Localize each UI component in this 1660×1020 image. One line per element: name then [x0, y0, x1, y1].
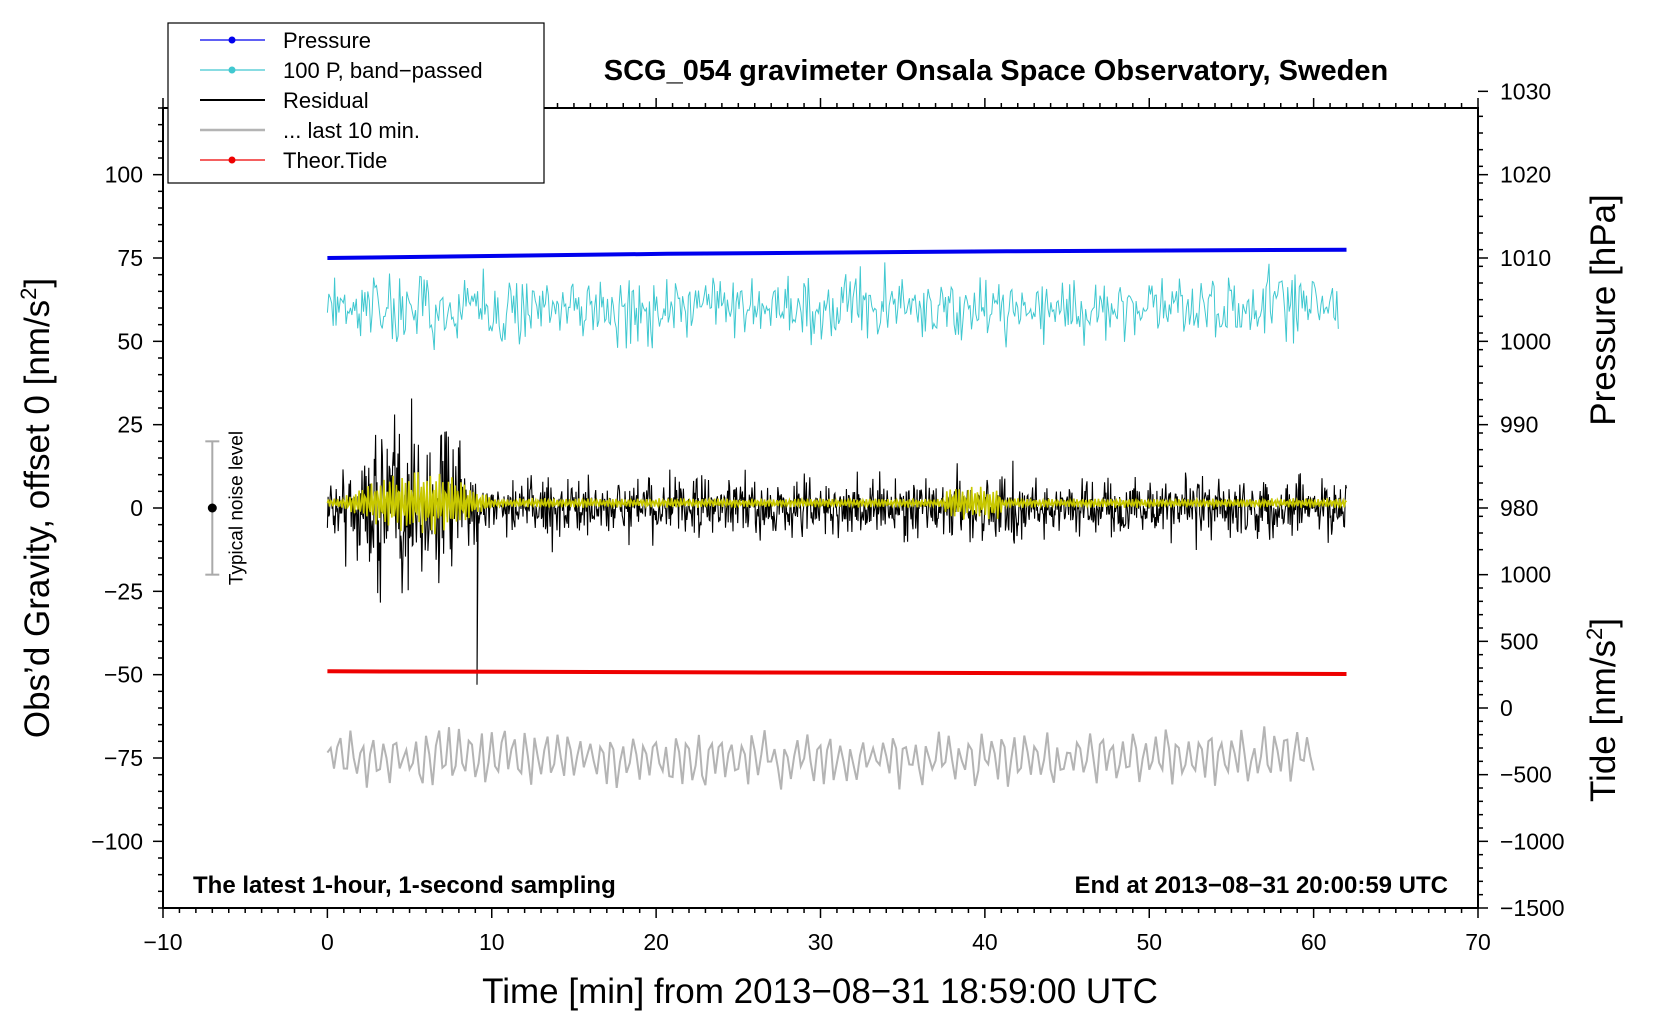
legend-label-last-10-min: ... last 10 min. — [283, 118, 420, 143]
x-tick-label: 10 — [479, 929, 505, 955]
series-theoretical-tide — [327, 669, 1347, 676]
noise-level-indicator: Typical noise level — [205, 431, 247, 585]
pressure-tick-label: 990 — [1500, 412, 1538, 438]
legend-item-residual: Residual — [200, 88, 369, 113]
x-tick-label: 40 — [972, 929, 998, 955]
x-tick-label: 70 — [1465, 929, 1491, 955]
series-residual — [326, 398, 1348, 685]
legend-item-pressure: Pressure — [200, 28, 371, 53]
y-axis-label: Obs’d Gravity, offset 0 [nm/s2] — [16, 278, 57, 738]
x-tick-label: 30 — [808, 929, 834, 955]
axis-ticks: −10 0 10 20 30 40 50 60 701007550250−25−50−75−10… — [91, 78, 1564, 955]
tide-tick-label: 1000 — [1500, 562, 1551, 588]
x-tick-label: 50 — [1136, 929, 1162, 955]
y-tick-label: 50 — [117, 328, 143, 354]
tide-axis-label-main: Tide [nm/s — [1584, 640, 1623, 802]
x-tick-label: 60 — [1301, 929, 1327, 955]
legend-item-last-10-min: ... last 10 min. — [200, 118, 420, 143]
chart-title: SCG_054 gravimeter Onsala Space Observat… — [604, 55, 1388, 87]
series-band-passed-pressure — [326, 262, 1339, 351]
legend-marker-theor-tide — [228, 156, 236, 164]
tide-axis-label-end: ] — [1584, 618, 1623, 628]
tide-tick-label: 500 — [1500, 628, 1538, 654]
y-axis-label-main: Obs’d Gravity, offset 0 [nm/s — [18, 300, 57, 738]
y-tick-label: −75 — [104, 745, 143, 771]
x-tick-label: −10 — [143, 929, 182, 955]
x-tick-label: 20 — [643, 929, 669, 955]
series-layer — [326, 247, 1348, 790]
series-pressure — [327, 247, 1347, 260]
legend-label-pressure: Pressure — [283, 28, 371, 53]
noise-bar-dot — [207, 503, 217, 513]
y-axis-label-sup: 2 — [16, 288, 41, 300]
series-last-10-min — [326, 726, 1315, 790]
y-tick-label: 100 — [105, 162, 143, 188]
tide-tick-label: −500 — [1500, 762, 1552, 788]
y-tick-label: −100 — [91, 828, 143, 854]
tide-tick-label: −1500 — [1500, 895, 1565, 921]
noise-bar-label: Typical noise level — [226, 431, 247, 585]
annotation-end-time: End at 2013−08−31 20:00:59 UTC — [1074, 872, 1448, 899]
y-tick-label: −25 — [104, 578, 143, 604]
legend-item-band-passed: 100 P, band−passed — [200, 58, 483, 83]
legend-label-residual: Residual — [283, 88, 369, 113]
x-axis-label: Time [min] from 2013−08−31 18:59:00 UTC — [482, 972, 1158, 1011]
y-tick-label: 25 — [117, 412, 143, 438]
tide-tick-label: 0 — [1500, 695, 1513, 721]
legend-label-theor-tide: Theor.Tide — [283, 148, 387, 173]
annotation-sampling: The latest 1-hour, 1-second sampling — [193, 872, 616, 899]
tide-axis-label: Tide [nm/s2] — [1582, 618, 1623, 802]
x-tick-label: 0 — [321, 929, 334, 955]
legend-label-band-passed: 100 P, band−passed — [283, 58, 483, 83]
y-axis-label-end: ] — [18, 278, 57, 288]
legend-box — [167, 22, 545, 184]
pressure-tick-label: 980 — [1500, 495, 1538, 521]
legend-marker-band-passed — [228, 66, 236, 74]
y-tick-label: 75 — [117, 245, 143, 271]
pressure-axis-label: Pressure [hPa] — [1584, 194, 1623, 426]
series-filtered-residual — [326, 472, 1348, 535]
legend-marker-pressure — [228, 36, 236, 44]
legend-item-theor-tide: Theor.Tide — [200, 148, 387, 173]
y-tick-label: 0 — [130, 495, 143, 521]
pressure-tick-label: 1020 — [1500, 162, 1551, 188]
y-tick-label: −50 — [104, 662, 143, 688]
pressure-tick-label: 1010 — [1500, 245, 1551, 271]
pressure-tick-label: 1000 — [1500, 328, 1551, 354]
tide-axis-label-sup: 2 — [1582, 628, 1607, 640]
pressure-tick-label: 1030 — [1500, 78, 1551, 104]
tide-tick-label: −1000 — [1500, 828, 1565, 854]
legend: Pressure 100 P, band−passed Residual ...… — [167, 22, 545, 184]
